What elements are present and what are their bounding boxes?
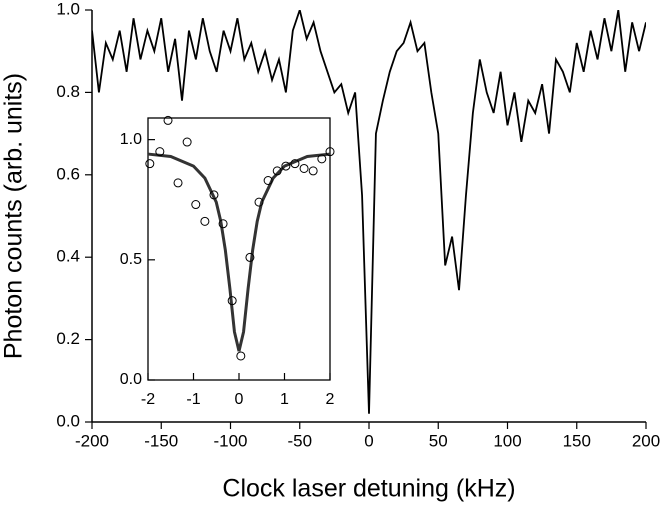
y-tick-label: 0.0 [120, 371, 142, 388]
data-point [173, 178, 183, 188]
data-point [263, 175, 273, 185]
data-point [182, 137, 192, 147]
x-tick-label: 2 [326, 391, 335, 408]
y-tick-label: 1.0 [120, 131, 142, 148]
x-tick-label: -1 [186, 391, 200, 408]
x-tick-label: -100 [213, 431, 247, 450]
y-tick-label: 1.0 [56, 0, 80, 18]
data-point [155, 147, 165, 157]
inset-frame [147, 117, 331, 381]
data-point [281, 161, 291, 171]
data-point [200, 216, 210, 226]
data-point [163, 115, 173, 125]
x-tick-label: 150 [563, 431, 591, 450]
x-tick-label: -200 [75, 431, 109, 450]
data-point [145, 159, 155, 169]
data-point [299, 163, 309, 173]
y-tick-label: 0.4 [56, 247, 80, 266]
data-point [325, 147, 335, 157]
data-point [209, 190, 219, 200]
data-point [191, 200, 201, 210]
y-tick-label: 0.8 [56, 82, 80, 101]
y-tick-label: 0.5 [120, 251, 142, 268]
y-tick-label: 0.6 [56, 164, 80, 183]
data-point [272, 166, 282, 176]
data-point [290, 159, 300, 169]
inset-plot: -2 -1 0 1 2 0.0 0.5 1.0 [120, 115, 335, 408]
x-tick-label: -150 [144, 431, 178, 450]
x-tick-label: 50 [429, 431, 448, 450]
data-point [245, 252, 255, 262]
data-point [236, 351, 246, 361]
x-tick-label: 0 [235, 391, 244, 408]
data-line [92, 10, 646, 414]
x-tick-label: 1 [280, 391, 289, 408]
fit-line [147, 152, 331, 352]
data-point [308, 166, 318, 176]
y-tick-label: 0.0 [56, 411, 80, 430]
y-axis-title: Photon counts (arb. units) [0, 73, 28, 359]
x-tick-label: -2 [141, 391, 155, 408]
data-point [227, 296, 237, 306]
x-tick-label: 200 [632, 431, 660, 450]
x-tick-label: 100 [493, 431, 521, 450]
data-point [317, 154, 327, 164]
x-tick-label: -50 [287, 431, 312, 450]
x-axis-title: Clock laser detuning (kHz) [222, 475, 515, 503]
x-tick-label: 0 [364, 431, 373, 450]
y-tick-label: 0.2 [56, 329, 80, 348]
data-point [254, 197, 264, 207]
data-point [218, 219, 228, 229]
